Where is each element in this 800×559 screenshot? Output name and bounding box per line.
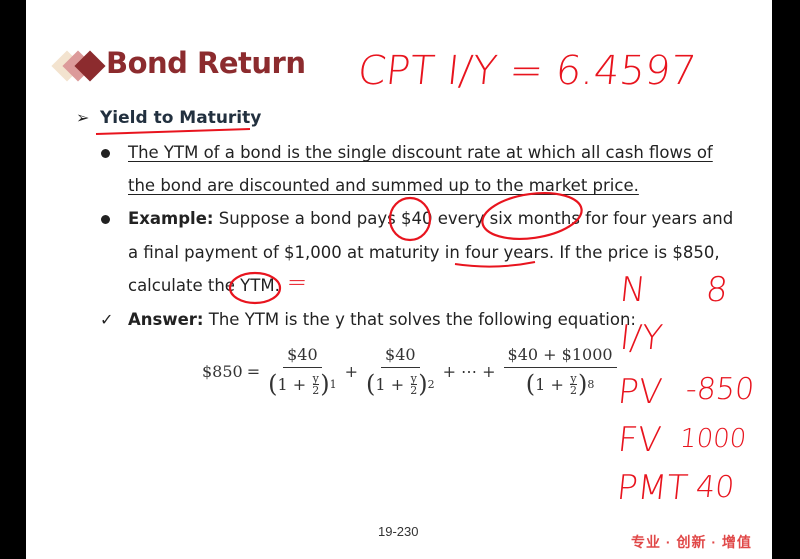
handwritten-pmt: PMT bbox=[614, 468, 690, 508]
handwritten-n-value: 8 bbox=[703, 270, 730, 310]
bullet-icon bbox=[101, 215, 110, 224]
term-2: $40 (1 + y 2) 2 bbox=[366, 345, 435, 398]
handwritten-cpt-result: CPT I/Y = 6.4597 bbox=[355, 48, 699, 94]
equals-sign: = bbox=[246, 362, 261, 381]
term-1: $40 (1 + y 2) 1 bbox=[268, 345, 337, 398]
check-icon: ✓ bbox=[100, 312, 114, 329]
answer-label: Answer: bbox=[128, 310, 204, 329]
slide bbox=[26, 0, 772, 559]
section-heading: Yield to Maturity bbox=[100, 108, 262, 128]
footer-slogan: 专业 · 创新 · 增值 bbox=[631, 534, 752, 550]
four-years-underline bbox=[454, 261, 536, 268]
example-label: Example: bbox=[128, 209, 214, 228]
ytm-equation: $850 = $40 (1 + y 2) 1 + $40 (1 + y 2) 2 + ⋯… bbox=[202, 345, 621, 398]
definition-line-2: the bond are discounted and summed up to… bbox=[128, 176, 639, 195]
answer-line: Answer: The YTM is the y that solves the… bbox=[128, 310, 636, 329]
handwritten-pv: PV bbox=[615, 372, 664, 412]
definition-line-1: The YTM of a bond is the single discount… bbox=[128, 143, 713, 162]
term-3: $40 + $1000 (1 + y 2) 8 bbox=[503, 345, 617, 398]
ellipsis: + ⋯ + bbox=[442, 362, 496, 381]
section-underline bbox=[95, 128, 251, 135]
right-letterbox bbox=[772, 0, 800, 559]
example-text: Suppose a bond pays $40 every six months… bbox=[213, 209, 734, 228]
answer-text: The YTM is the y that solves the followi… bbox=[203, 310, 636, 329]
arrow-bullet-icon: ➢ bbox=[76, 110, 90, 127]
handwritten-n: N bbox=[617, 270, 648, 310]
circle-ytm bbox=[228, 271, 282, 305]
handwritten-iy: I/Y bbox=[617, 318, 665, 358]
slide-title: Bond Return bbox=[106, 46, 306, 80]
left-letterbox bbox=[0, 0, 26, 559]
example-line-1: Example: Suppose a bond pays $40 every s… bbox=[128, 209, 733, 228]
equation-lhs: $850 bbox=[202, 362, 243, 381]
example-line-3: calculate the YTM. bbox=[128, 276, 280, 295]
bullet-icon bbox=[101, 149, 110, 158]
circle-six-months bbox=[481, 192, 583, 240]
handwritten-fv: FV bbox=[615, 420, 663, 460]
handwritten-equals: = bbox=[285, 268, 309, 296]
example-line-2: a final payment of $1,000 at maturity in… bbox=[128, 243, 720, 262]
handwritten-fv-value: 1000 bbox=[678, 424, 748, 454]
handwritten-pmt-value: 40 bbox=[694, 470, 737, 505]
handwritten-pv-value: -850 bbox=[684, 372, 756, 407]
page-number: 19-230 bbox=[378, 524, 419, 539]
circle-40 bbox=[388, 196, 432, 242]
